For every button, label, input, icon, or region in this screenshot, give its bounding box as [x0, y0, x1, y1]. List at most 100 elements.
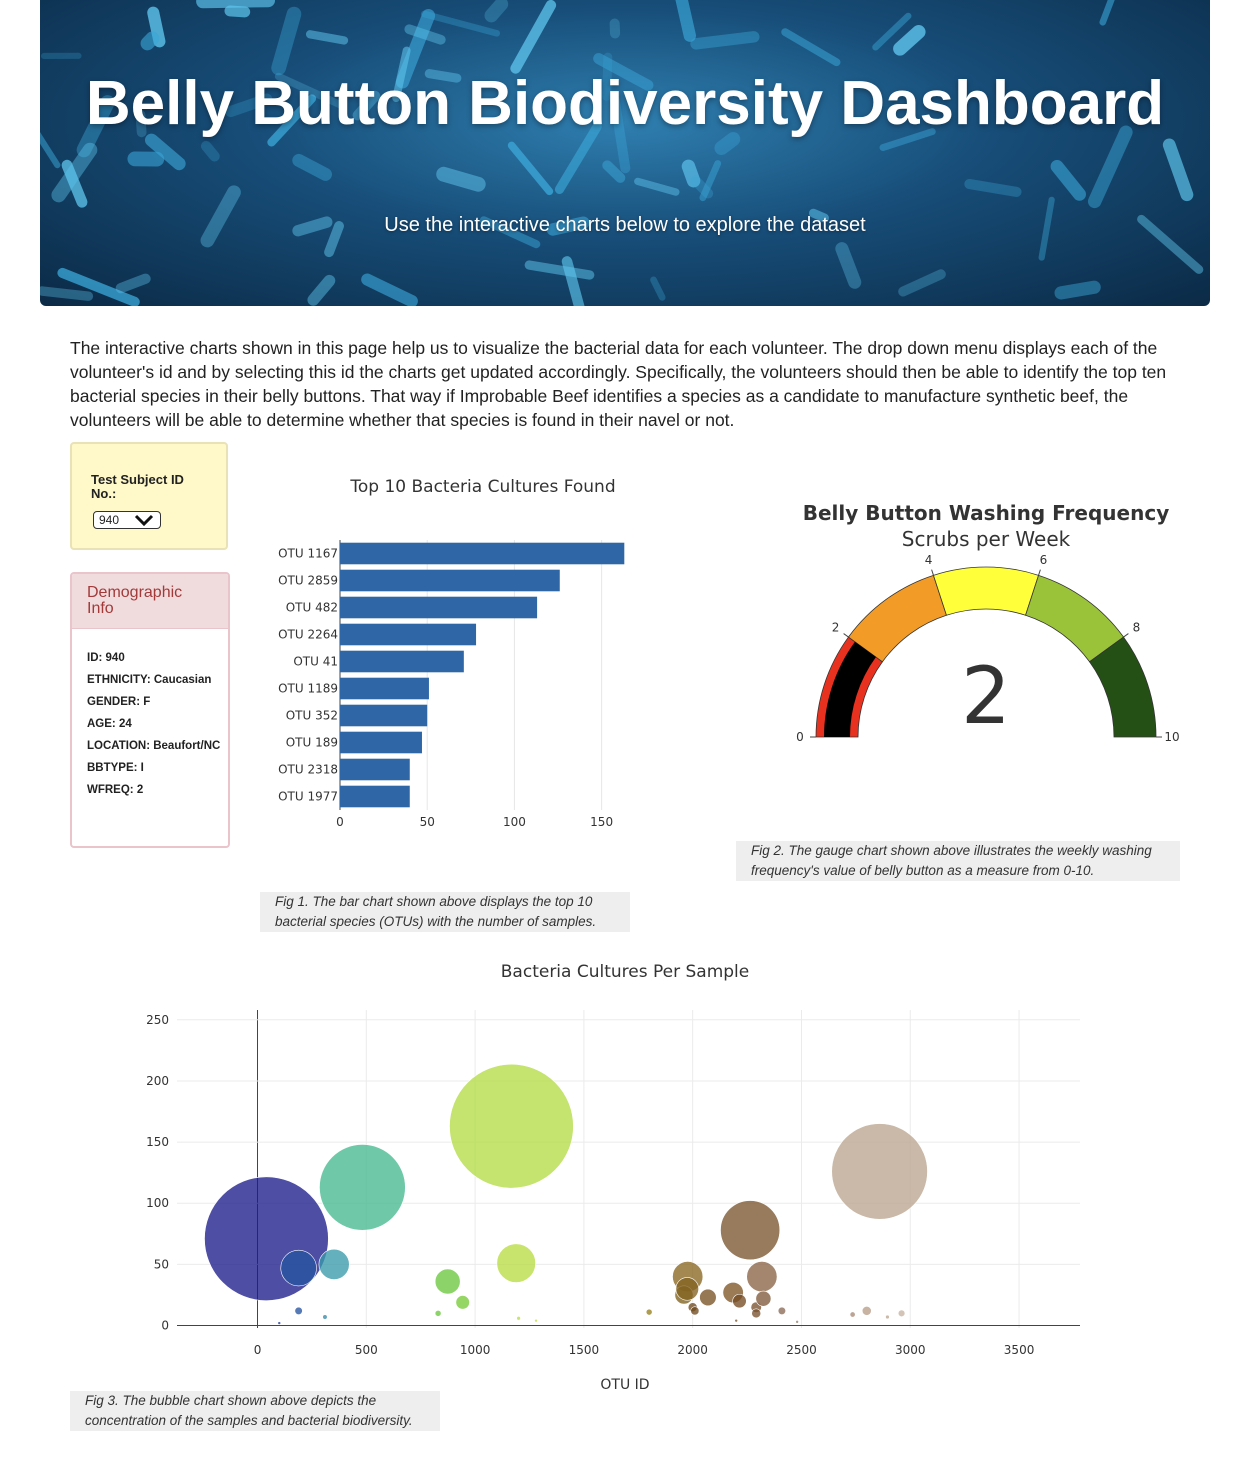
- bar-category-label: OTU 2859: [278, 574, 338, 588]
- bar-category-label: OTU 2318: [278, 763, 338, 777]
- bacterium-shape: [699, 160, 722, 202]
- bacterium-shape: [781, 28, 841, 67]
- bubble-x-tick-label: 500: [355, 1343, 378, 1357]
- bacterium-shape: [271, 6, 302, 76]
- bar-otu-2859: [340, 569, 560, 592]
- gauge-band-4: [1088, 636, 1157, 738]
- bubble-y-tick-label: 150: [146, 1135, 169, 1149]
- bacterium-shape: [879, 128, 936, 152]
- demographic-ethnicity: ETHNICITY: Caucasian: [87, 674, 212, 686]
- bacterium-shape: [115, 273, 151, 294]
- bacterium-shape: [898, 269, 946, 297]
- bar-category-label: OTU 189: [286, 736, 338, 750]
- bacterium-shape: [650, 276, 666, 301]
- bar-x-tick-label: 100: [503, 815, 526, 829]
- bacterium-shape: [61, 159, 88, 208]
- top10-bar-chart[interactable]: Top 10 Bacteria Cultures Found 0 50 100 150 O…: [250, 460, 650, 840]
- bacterium-shape: [1162, 138, 1194, 202]
- bar-category-label: OTU 1189: [278, 682, 338, 696]
- gauge-tick-label: 6: [1040, 553, 1048, 567]
- bar-otu-189: [340, 731, 422, 754]
- bacterium-shape: [352, 90, 381, 121]
- bubble-point: [645, 1308, 653, 1316]
- bacterium-shape: [392, 46, 411, 102]
- bubble-point: [322, 1314, 328, 1320]
- bacterium-shape: [681, 159, 701, 188]
- bacterium-shape: [714, 132, 741, 156]
- bar-category-label: OTU 352: [286, 709, 338, 723]
- bacterium-shape: [196, 0, 276, 9]
- bar-otu-2318: [340, 758, 410, 781]
- fig2-caption: Fig 2. The gauge chart shown above illus…: [736, 841, 1180, 881]
- bubble-y-tick-label: 100: [146, 1196, 169, 1210]
- bubble-point: [699, 1288, 717, 1307]
- bacterium-shape: [361, 273, 418, 306]
- bacterium-shape: [127, 151, 165, 167]
- bacterium-shape: [561, 256, 591, 306]
- bar-chart-title: Top 10 Bacteria Cultures Found: [349, 477, 615, 497]
- gauge-title: Belly Button Washing Frequency: [803, 501, 1169, 525]
- bubble-point: [849, 1311, 856, 1318]
- bubble-point: [534, 1318, 538, 1323]
- bacterium-shape: [420, 10, 501, 37]
- bacterium-shape: [835, 242, 862, 289]
- gauge-value-number: 2: [961, 652, 1011, 742]
- bubble-point: [746, 1261, 778, 1293]
- bubble-x-axis-label: OTU ID: [600, 1377, 649, 1393]
- bacterium-shape: [424, 69, 462, 83]
- bacterium-shape: [135, 109, 147, 138]
- bacterium-shape: [267, 94, 317, 147]
- bubble-point: [675, 1277, 699, 1301]
- bacterium-shape: [404, 24, 446, 45]
- bubble-x-tick-label: 3500: [1004, 1343, 1035, 1357]
- bacterium-shape: [609, 95, 631, 174]
- subject-selector-label: Test Subject ID No.:: [91, 472, 184, 501]
- bubble-chart-title: Bacteria Cultures Per Sample: [501, 962, 749, 982]
- gauge-tick: [843, 633, 849, 638]
- bubble-point: [690, 1306, 700, 1316]
- bacterium-shape: [436, 166, 486, 192]
- bubble-point: [734, 1318, 739, 1323]
- bubble-y-tick-label: 50: [154, 1257, 169, 1271]
- bubble-point: [516, 1316, 521, 1321]
- bubble-point: [885, 1314, 890, 1320]
- bacterium-shape: [690, 175, 714, 199]
- bacterium-shape: [479, 216, 541, 249]
- bacterium-shape: [1054, 280, 1101, 300]
- gauge-tick-label: 10: [1164, 730, 1179, 744]
- gauge-subtitle: Scrubs per Week: [902, 527, 1071, 551]
- bacterium-shape: [57, 267, 140, 306]
- header-banner: Belly Button Biodiversity Dashboard Use …: [40, 0, 1210, 306]
- bar-otu-352: [340, 704, 428, 727]
- gauge-tick-label: 4: [925, 553, 933, 567]
- bacterium-shape: [1137, 214, 1204, 274]
- gauge-tick: [1123, 633, 1129, 638]
- bacterium-shape: [893, 25, 926, 56]
- bacterium-shape: [140, 31, 160, 51]
- bubble-point: [720, 1200, 781, 1261]
- demographic-list: ID: 940 ETHNICITY: Caucasian GENDER: F A…: [87, 652, 222, 806]
- chevron-down-icon: [134, 514, 154, 526]
- bubble-y-tick-label: 250: [146, 1013, 169, 1027]
- intro-paragraph: The interactive charts shown in this pag…: [70, 338, 1167, 430]
- demographic-info-panel: Demographic Info ID: 940 ETHNICITY: Cauc…: [70, 572, 230, 848]
- bubble-point: [861, 1306, 872, 1316]
- bar-x-tick-label: 50: [420, 815, 435, 829]
- subject-id-dropdown[interactable]: 940: [93, 511, 161, 529]
- bar-category-label: OTU 1167: [278, 547, 338, 561]
- bubble-point: [294, 1306, 303, 1315]
- demographic-gender: GENDER: F: [87, 696, 151, 708]
- demographic-bbtype: BBTYPE: I: [87, 762, 144, 774]
- bacterium-shape: [507, 141, 554, 196]
- bubble-point: [496, 1243, 536, 1283]
- bacterium-shape: [524, 260, 595, 280]
- page-subtitle: Use the interactive charts below to expl…: [384, 214, 866, 236]
- bar-otu-1977: [340, 785, 410, 808]
- bacterium-shape: [324, 221, 344, 258]
- bubble-point: [795, 1320, 799, 1324]
- gauge-tick-label: 2: [832, 621, 840, 635]
- bar-category-label: OTU 2264: [278, 628, 338, 642]
- bacterium-shape: [225, 93, 273, 118]
